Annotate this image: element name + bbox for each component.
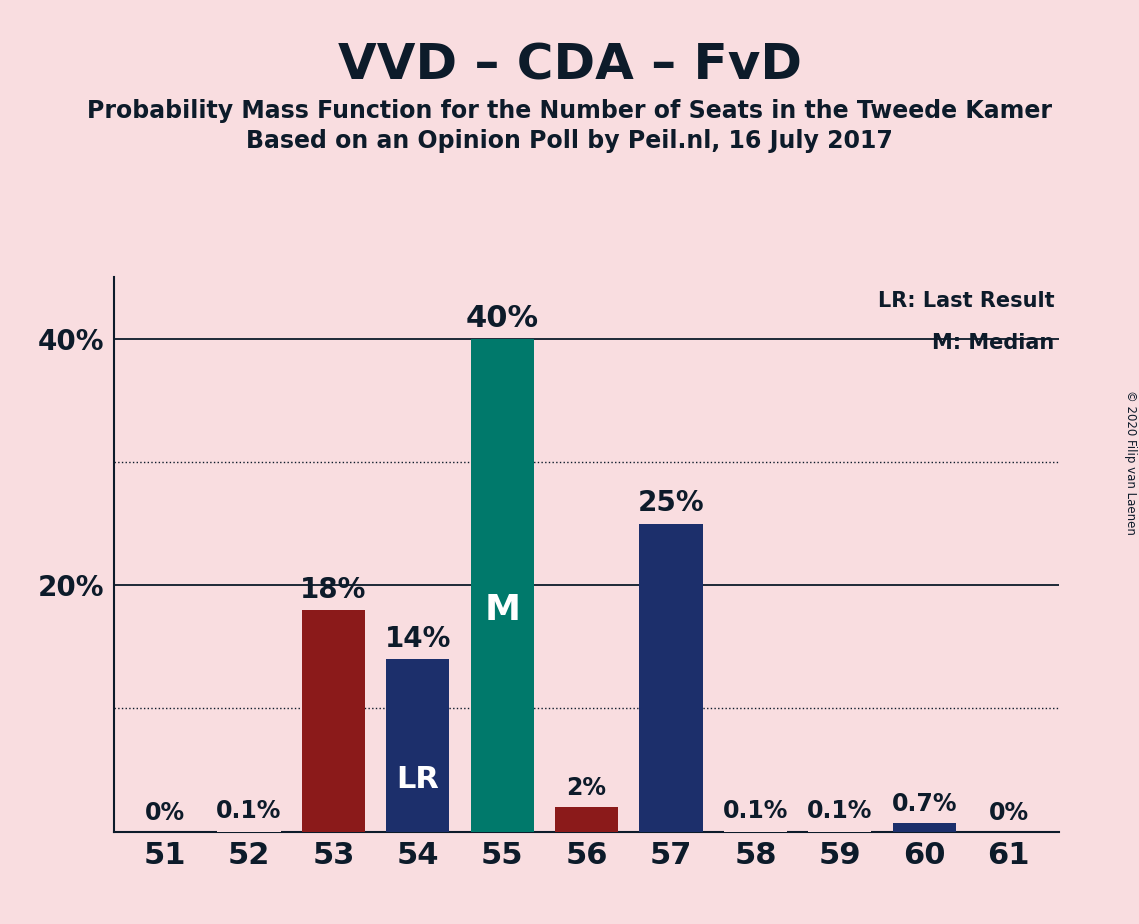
Bar <box>809 831 871 832</box>
Text: VVD – CDA – FvD: VVD – CDA – FvD <box>337 42 802 90</box>
Text: 0.1%: 0.1% <box>808 799 872 823</box>
Text: 40%: 40% <box>466 304 539 333</box>
Text: 25%: 25% <box>638 490 704 517</box>
Bar <box>470 339 534 832</box>
Text: 0%: 0% <box>145 801 185 825</box>
Bar <box>723 831 787 832</box>
Bar <box>555 807 618 832</box>
Text: 18%: 18% <box>301 576 367 603</box>
Text: M: M <box>484 593 521 626</box>
Text: 14%: 14% <box>385 625 451 653</box>
Text: 2%: 2% <box>566 775 607 799</box>
Text: © 2020 Filip van Laenen: © 2020 Filip van Laenen <box>1124 390 1137 534</box>
Text: Based on an Opinion Poll by Peil.nl, 16 July 2017: Based on an Opinion Poll by Peil.nl, 16 … <box>246 129 893 153</box>
Text: LR: Last Result: LR: Last Result <box>878 291 1055 311</box>
Text: 0.7%: 0.7% <box>892 792 957 816</box>
Bar <box>639 524 703 832</box>
Text: M: Median: M: Median <box>933 333 1055 353</box>
Bar <box>218 831 280 832</box>
Text: 0%: 0% <box>989 801 1029 825</box>
Bar <box>893 823 956 832</box>
Text: Probability Mass Function for the Number of Seats in the Tweede Kamer: Probability Mass Function for the Number… <box>87 99 1052 123</box>
Text: 0.1%: 0.1% <box>723 799 788 823</box>
Text: 0.1%: 0.1% <box>216 799 281 823</box>
Bar <box>302 610 364 832</box>
Bar <box>386 659 450 832</box>
Text: LR: LR <box>396 765 440 795</box>
